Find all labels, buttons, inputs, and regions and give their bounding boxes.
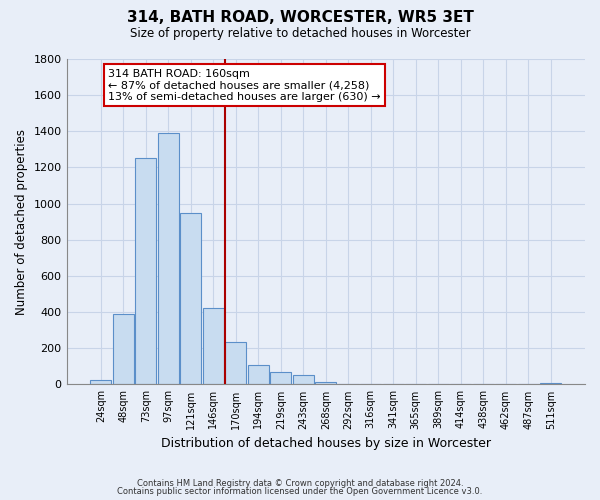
Bar bbox=[135, 158, 157, 384]
Text: 314 BATH ROAD: 160sqm
← 87% of detached houses are smaller (4,258)
13% of semi-d: 314 BATH ROAD: 160sqm ← 87% of detached … bbox=[108, 69, 380, 102]
Bar bbox=[270, 372, 292, 384]
Bar bbox=[113, 314, 134, 384]
Bar bbox=[225, 342, 247, 384]
Text: 314, BATH ROAD, WORCESTER, WR5 3ET: 314, BATH ROAD, WORCESTER, WR5 3ET bbox=[127, 10, 473, 25]
Bar bbox=[158, 133, 179, 384]
Bar bbox=[90, 380, 112, 384]
Bar bbox=[203, 308, 224, 384]
Bar bbox=[315, 382, 337, 384]
Text: Contains public sector information licensed under the Open Government Licence v3: Contains public sector information licen… bbox=[118, 487, 482, 496]
Bar bbox=[293, 376, 314, 384]
Bar bbox=[180, 212, 202, 384]
Text: Size of property relative to detached houses in Worcester: Size of property relative to detached ho… bbox=[130, 28, 470, 40]
X-axis label: Distribution of detached houses by size in Worcester: Distribution of detached houses by size … bbox=[161, 437, 491, 450]
Bar bbox=[540, 382, 562, 384]
Text: Contains HM Land Registry data © Crown copyright and database right 2024.: Contains HM Land Registry data © Crown c… bbox=[137, 478, 463, 488]
Bar bbox=[248, 364, 269, 384]
Y-axis label: Number of detached properties: Number of detached properties bbox=[15, 128, 28, 314]
